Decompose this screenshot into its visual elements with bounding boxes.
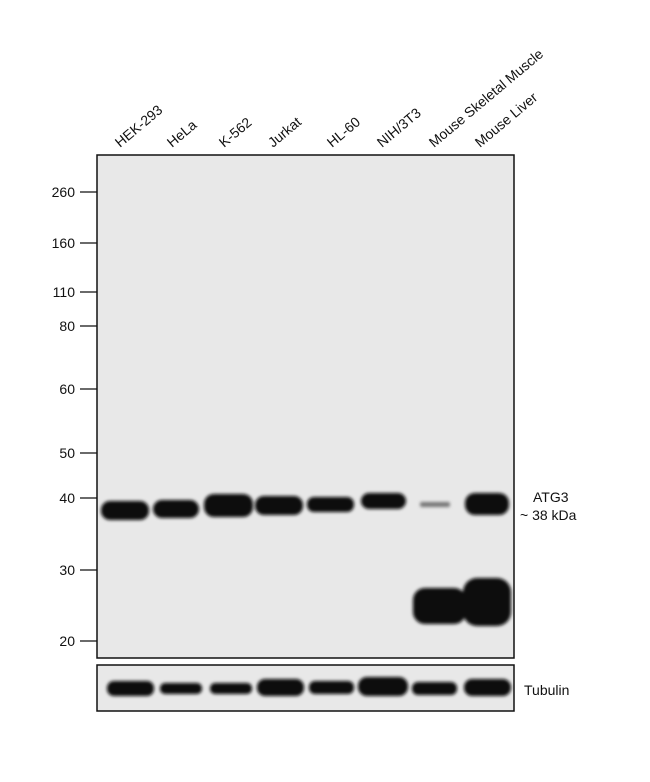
band xyxy=(210,683,252,694)
band xyxy=(204,494,253,517)
band xyxy=(413,588,466,624)
band xyxy=(361,493,406,509)
band xyxy=(465,493,509,515)
target-label: ATG3 xyxy=(533,489,569,505)
band xyxy=(153,500,199,518)
band xyxy=(101,501,149,520)
marker-label: 260 xyxy=(52,184,76,200)
band xyxy=(463,578,511,626)
band xyxy=(107,681,154,696)
loading-control-label: Tubulin xyxy=(524,682,569,698)
band xyxy=(420,502,450,507)
marker-label: 80 xyxy=(59,318,75,334)
band xyxy=(160,683,202,694)
marker-label: 40 xyxy=(59,490,75,506)
marker-label: 20 xyxy=(59,633,75,649)
bands xyxy=(101,493,511,696)
marker-label: 110 xyxy=(53,284,76,300)
band xyxy=(358,677,408,696)
band xyxy=(255,496,303,515)
marker-label: 50 xyxy=(59,445,75,461)
band xyxy=(307,497,354,512)
main-blot xyxy=(96,154,515,659)
band xyxy=(412,682,457,695)
marker-label: 60 xyxy=(59,381,75,397)
band xyxy=(257,679,304,696)
band xyxy=(309,681,354,694)
marker-label: 160 xyxy=(52,235,76,251)
marker-label: 30 xyxy=(59,562,75,578)
band xyxy=(464,679,511,696)
size-label: ~ 38 kDa xyxy=(520,507,577,523)
